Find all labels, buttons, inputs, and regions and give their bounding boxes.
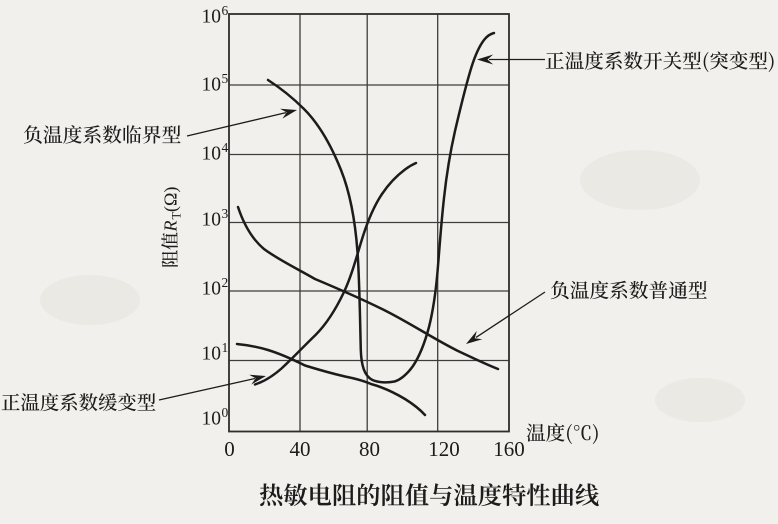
svg-text:5: 5 (222, 71, 229, 86)
svg-text:0: 0 (222, 405, 229, 420)
svg-text:10: 10 (202, 7, 222, 28)
svg-text:120: 120 (428, 437, 460, 461)
svg-text:10: 10 (202, 279, 222, 300)
svg-text:10: 10 (202, 144, 222, 165)
svg-text:3: 3 (222, 206, 229, 221)
svg-text:40: 40 (290, 437, 311, 461)
svg-text:1: 1 (222, 340, 229, 355)
svg-text:(Ω): (Ω) (161, 187, 182, 212)
svg-text:2: 2 (222, 275, 229, 290)
svg-text:10: 10 (202, 75, 222, 96)
svg-text:T: T (170, 212, 184, 220)
svg-text:4: 4 (222, 140, 229, 155)
svg-text:160: 160 (493, 437, 525, 461)
svg-text:10: 10 (202, 409, 222, 430)
svg-text:0: 0 (224, 437, 235, 461)
svg-text:6: 6 (222, 3, 229, 18)
svg-text:80: 80 (359, 437, 380, 461)
svg-text:R: R (161, 221, 181, 233)
svg-text:10: 10 (202, 210, 222, 231)
svg-text:10: 10 (202, 344, 222, 365)
